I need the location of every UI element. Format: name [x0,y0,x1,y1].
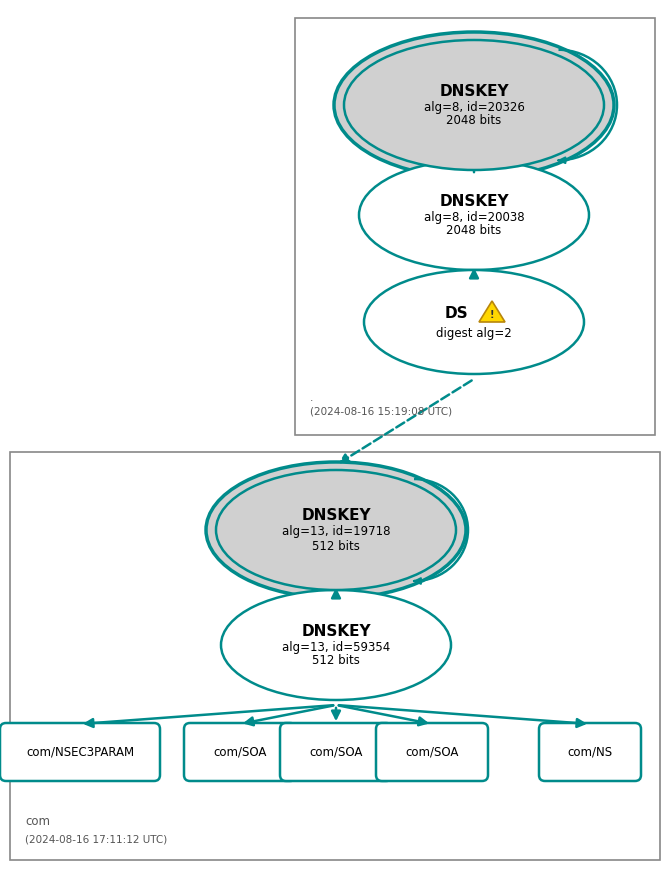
Text: alg=13, id=19718: alg=13, id=19718 [282,526,390,538]
Text: 2048 bits: 2048 bits [446,114,501,127]
Polygon shape [479,301,505,322]
Text: digest alg=2: digest alg=2 [436,327,512,341]
Ellipse shape [334,32,614,178]
Ellipse shape [216,470,456,590]
Text: 512 bits: 512 bits [312,540,360,552]
Ellipse shape [359,160,589,270]
Text: com/SOA: com/SOA [309,745,363,758]
Ellipse shape [221,590,451,700]
Text: 2048 bits: 2048 bits [446,225,501,237]
Bar [295,18,655,435]
FancyBboxPatch shape [376,723,488,781]
FancyBboxPatch shape [0,723,160,781]
Text: alg=8, id=20038: alg=8, id=20038 [423,211,524,224]
Text: !: ! [490,310,494,320]
Text: alg=13, id=59354: alg=13, id=59354 [282,641,390,653]
Text: com: com [25,815,50,828]
Text: DNSKEY: DNSKEY [439,83,509,98]
Text: 512 bits: 512 bits [312,655,360,667]
Ellipse shape [364,270,584,374]
Text: (2024-08-16 15:19:08 UTC): (2024-08-16 15:19:08 UTC) [310,407,452,417]
Text: com/SOA: com/SOA [405,745,459,758]
Text: DS: DS [444,306,468,321]
Text: com/NSEC3PARAM: com/NSEC3PARAM [26,745,134,758]
FancyBboxPatch shape [184,723,296,781]
Text: alg=8, id=20326: alg=8, id=20326 [423,101,524,113]
Text: com/NS: com/NS [567,745,613,758]
Text: .: . [310,393,313,403]
Text: DNSKEY: DNSKEY [301,509,371,524]
Text: (2024-08-16 17:11:12 UTC): (2024-08-16 17:11:12 UTC) [25,835,167,845]
Text: DNSKEY: DNSKEY [301,624,371,638]
Text: com/SOA: com/SOA [213,745,267,758]
FancyBboxPatch shape [539,723,641,781]
Bar [10,452,660,860]
FancyBboxPatch shape [280,723,392,781]
Ellipse shape [344,40,604,170]
Text: DNSKEY: DNSKEY [439,194,509,209]
Ellipse shape [206,462,466,598]
